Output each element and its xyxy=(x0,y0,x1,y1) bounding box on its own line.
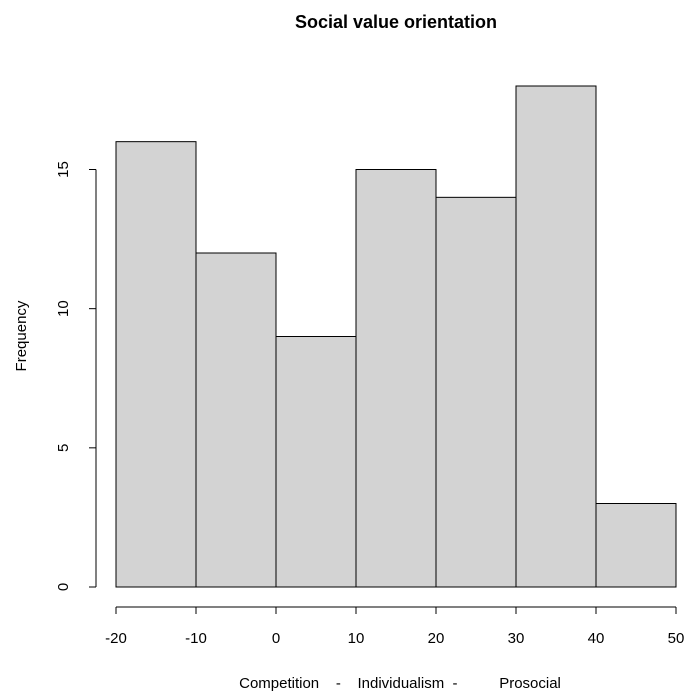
chart-title: Social value orientation xyxy=(295,12,497,32)
x-tick-label-5: 30 xyxy=(508,630,525,647)
histogram-bar-1 xyxy=(195,252,277,588)
histogram-bar-6 xyxy=(595,503,677,588)
histogram-bar-3 xyxy=(355,169,437,588)
histogram-bar-5 xyxy=(515,85,597,588)
x-tick-label-2: 0 xyxy=(272,630,280,647)
x-tick-label-3: 10 xyxy=(348,630,365,647)
histogram-bar-0 xyxy=(115,141,197,588)
y-tick-label-0: 0 xyxy=(55,583,72,591)
x-axis-label: Competition - Individualism - Prosocial xyxy=(239,675,561,692)
x-tick-label-7: 50 xyxy=(668,630,685,647)
histogram-bar-4 xyxy=(435,196,517,588)
x-tick-label-0: -20 xyxy=(105,630,127,647)
histogram-bar-2 xyxy=(275,336,357,588)
x-tick-label-1: -10 xyxy=(185,630,207,647)
y-axis: 0 5 10 15 xyxy=(55,161,97,591)
x-axis: -20 -10 0 10 20 30 40 50 xyxy=(105,606,685,647)
x-tick-label-6: 40 xyxy=(588,630,605,647)
x-tick-label-4: 20 xyxy=(428,630,445,647)
y-tick-label-3: 15 xyxy=(55,161,72,178)
y-tick-label-2: 10 xyxy=(55,300,72,317)
y-tick-label-1: 5 xyxy=(55,444,72,452)
bars-group xyxy=(115,85,677,588)
y-axis-label: Frequency xyxy=(13,300,30,371)
